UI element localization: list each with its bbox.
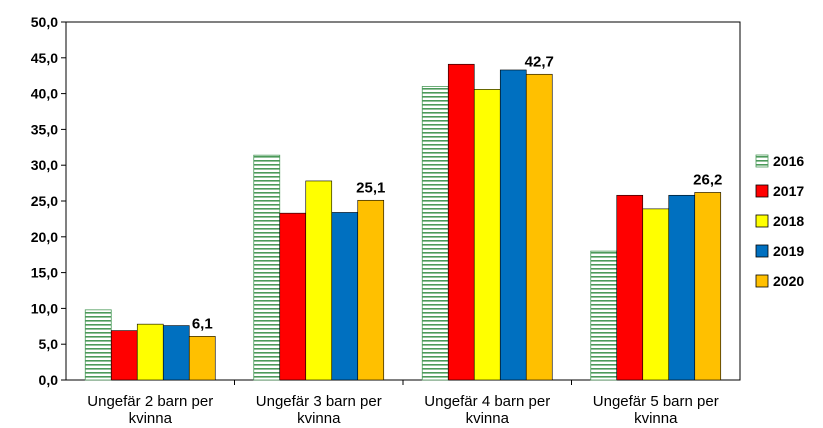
x-tick-label-line: kvinna <box>634 410 678 427</box>
legend-swatch-2017 <box>755 184 769 198</box>
bar-2016-cat3 <box>421 86 449 381</box>
bar-2018-cat3 <box>473 89 501 381</box>
bar-2019-cat2 <box>331 212 359 381</box>
legend-swatch-2018 <box>755 214 769 228</box>
x-tick-label-line: Ungefär 4 barn per <box>424 393 550 410</box>
bar-2018-cat2 <box>305 180 333 381</box>
bar-2016-cat4 <box>590 250 618 381</box>
y-tick-label: 5,0 <box>39 336 59 352</box>
y-tick-label: 25,0 <box>31 193 58 209</box>
x-tick-label-line: Ungefär 3 barn per <box>256 393 382 410</box>
bars <box>84 63 722 381</box>
x-tick-label-line: kvinna <box>297 410 341 427</box>
data-label: 42,7 <box>525 53 554 70</box>
legend-label: 2019 <box>773 243 804 259</box>
y-tick-label: 20,0 <box>31 229 58 245</box>
bar-2017-cat4 <box>616 194 644 381</box>
bar-2020-cat4 <box>694 192 722 381</box>
bar-2019-cat4 <box>668 194 696 381</box>
bar-2020-cat3 <box>525 73 553 381</box>
legend-swatch-2016 <box>755 154 769 168</box>
bar-2020-cat2 <box>357 199 385 381</box>
legend-label: 2016 <box>773 153 804 169</box>
legend-label: 2020 <box>773 273 804 289</box>
x-tick-label-line: Ungefär 5 barn per <box>593 393 719 410</box>
y-tick-label: 15,0 <box>31 265 58 281</box>
y-tick-label: 10,0 <box>31 300 58 316</box>
bar-2016-cat1 <box>84 309 112 381</box>
legend: 2016 2017 2018 2019 2020 <box>755 153 804 289</box>
bar-2019-cat1 <box>162 325 190 381</box>
x-tick-label-line: kvinna <box>129 410 173 427</box>
x-tick-label: Ungefär 4 barn per kvinna <box>424 393 550 427</box>
legend-label: 2018 <box>773 213 804 229</box>
y-tick-label: 0,0 <box>39 372 59 388</box>
data-label: 25,1 <box>356 179 385 196</box>
y-tick-label: 40,0 <box>31 86 58 102</box>
y-tick-label: 45,0 <box>31 50 58 66</box>
y-tick-label: 50,0 <box>31 14 58 30</box>
bar-2018-cat1 <box>136 323 164 381</box>
legend-swatch-2019 <box>755 244 769 258</box>
x-tick-label-line: kvinna <box>466 410 510 427</box>
data-label: 6,1 <box>192 315 213 332</box>
legend-label: 2017 <box>773 183 804 199</box>
bar-2019-cat3 <box>499 69 527 381</box>
bar-2017-cat1 <box>110 330 138 381</box>
y-axis: 0,0 5,0 10,0 15,0 20,0 25,0 30,0 35,0 40,0 45,0 50… <box>31 14 66 388</box>
data-label: 26,2 <box>693 171 722 188</box>
y-tick-label: 35,0 <box>31 121 58 137</box>
bar-2017-cat3 <box>447 63 475 381</box>
x-tick-label: Ungefär 5 barn per kvinna <box>593 393 719 427</box>
x-tick-label: Ungefär 3 barn per kvinna <box>256 393 382 427</box>
bar-2017-cat2 <box>279 212 307 381</box>
y-tick-label: 30,0 <box>31 157 58 173</box>
bar-2016-cat2 <box>253 154 281 381</box>
bar-2020-cat1 <box>188 336 216 381</box>
bar-2018-cat4 <box>642 208 670 381</box>
data-labels: 6,1 25,1 42,7 26,2 <box>192 53 723 332</box>
legend-swatch-2020 <box>755 274 769 288</box>
x-tick-label-line: Ungefär 2 barn per <box>87 393 213 410</box>
x-tick-label: Ungefär 2 barn per kvinna <box>87 393 213 427</box>
